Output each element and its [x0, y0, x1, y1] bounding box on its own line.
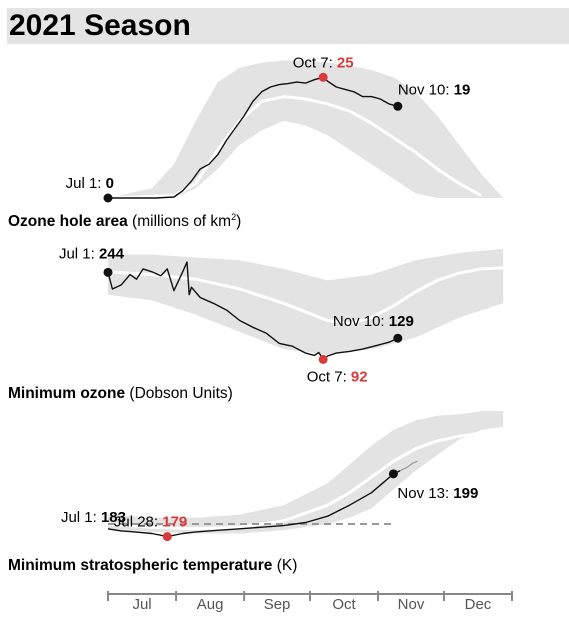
ozone-annotation-value: 92 [351, 368, 368, 385]
ozone-annotation-date: Jul 1: [59, 245, 99, 262]
temp-annotation-1: Nov 13: 199 [397, 485, 478, 502]
area-title: Ozone hole area [8, 213, 128, 230]
area-annotation-0: Jul 1: 0 [66, 175, 114, 192]
ozone-annotation-1: Oct 7: 92 [307, 368, 368, 385]
area-point-0 [103, 193, 113, 203]
temp-title: Minimum stratospheric temperature [8, 557, 273, 574]
area-annotation-date: Oct 7: [293, 54, 337, 71]
ozone-range-band [108, 248, 504, 355]
area-unit-post: ) [236, 213, 241, 230]
area-panel-title: Ozone hole area (millions of km2) [8, 212, 241, 230]
x-tick-label-nov: Nov [398, 596, 425, 613]
area-annotation-value: 25 [337, 54, 354, 71]
temp-annotation-value: 199 [453, 485, 478, 502]
temp-2021-line [107, 470, 401, 538]
x-tick-label-sep: Sep [264, 596, 291, 613]
temp-annotation-value: 183 [101, 509, 126, 526]
temp-annotation-0: Jul 28: 179 [114, 514, 187, 531]
ozone-2021-line [107, 261, 399, 361]
ozone-annotation-date: Nov 10: [333, 313, 389, 330]
ozone-annotation-value: 244 [99, 245, 125, 262]
area-annotation-date: Nov 10: [398, 81, 454, 98]
panel-ozone-hole-area: Jul 1: 0 Oct 7: 25 Nov 10: 19 Ozone hole a… [8, 54, 504, 230]
x-tick-label-jul: Jul [132, 596, 151, 613]
temp-point-0 [162, 532, 172, 542]
x-tick-label-oct: Oct [332, 596, 356, 613]
area-2021-line [108, 76, 398, 199]
temp-annotation-date: Nov 13: [397, 485, 453, 502]
x-axis: Jul Aug Sep Oct Nov Dec [107, 591, 513, 613]
x-tick-label-aug: Aug [197, 596, 224, 613]
ozone-annotation-2: Nov 10: 129 [333, 313, 414, 330]
temp-annotation-date: Jul 1: [61, 509, 101, 526]
area-annotation-value: 0 [106, 175, 114, 192]
area-median-line [107, 95, 483, 200]
page-title: 2021 Season [9, 9, 191, 42]
ozone-unit: (Dobson Units) [129, 385, 232, 402]
area-unit-pre: (millions of km [132, 213, 231, 230]
ozone-annotation-0: Jul 1: 244 [59, 245, 125, 262]
area-annotation-2: Nov 10: 19 [398, 81, 471, 98]
temp-annotation-ref: Jul 1: 183 [61, 509, 126, 526]
ozone-annotations: Jul 1: 244 Oct 7: 92 Nov 10: 129 [59, 245, 414, 385]
title-bar: 2021 Season [7, 8, 569, 44]
area-point-2 [393, 101, 403, 111]
x-tick-label-dec: Dec [465, 596, 492, 613]
temp-annotation-date: Jul 28: [114, 514, 162, 531]
ozone-point-0 [103, 267, 113, 277]
ozone-median-line [107, 266, 504, 325]
area-range-band [108, 60, 504, 199]
temp-unit: (K) [277, 557, 298, 574]
ozone-point-2 [393, 333, 403, 343]
ozone-annotation-date: Oct 7: [307, 368, 351, 385]
area-annotations: Jul 1: 0 Oct 7: 25 Nov 10: 19 [66, 54, 471, 203]
temp-continuation-line [399, 460, 418, 472]
temp-median-line [107, 430, 504, 531]
ozone-point-1 [318, 354, 328, 364]
area-annotation-value: 19 [454, 81, 471, 98]
ozone-title: Minimum ozone [8, 385, 125, 402]
temp-annotation-value: 179 [162, 514, 187, 531]
area-annotation-1: Oct 7: 25 [293, 54, 354, 71]
panel-minimum-ozone: Jul 1: 244 Oct 7: 92 Nov 10: 129 Minimum o… [8, 245, 504, 402]
ozone-annotation-value: 129 [389, 313, 414, 330]
temp-panel-title: Minimum stratospheric temperature (K) [8, 557, 297, 574]
ozone-panel-title: Minimum ozone (Dobson Units) [8, 385, 233, 402]
area-annotation-date: Jul 1: [66, 175, 106, 192]
area-unit-sup: 2 [231, 212, 236, 222]
temp-point-1 [388, 469, 398, 479]
area-point-1 [318, 72, 328, 82]
temp-range-band [108, 411, 504, 534]
